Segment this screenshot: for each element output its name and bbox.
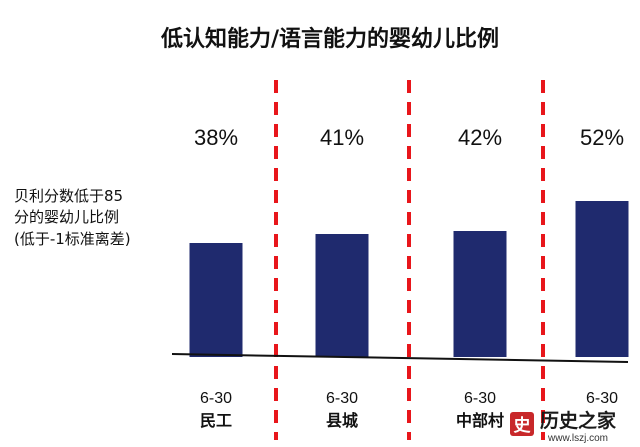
x-tick-label: 6-30	[464, 390, 496, 407]
watermark-text: 历史之家	[540, 409, 617, 432]
watermark-logo: 史 历史之家 www.lszj.com	[510, 409, 617, 444]
value-labels: 38% 41% 42% 52%	[194, 125, 624, 150]
y-label-line: (低于-1标准离差)	[14, 230, 131, 248]
watermark-seal-char: 史	[514, 415, 532, 436]
watermark-seal	[510, 412, 534, 436]
x-tick-label: 县城	[326, 411, 358, 430]
bars	[189, 201, 629, 357]
bar	[189, 243, 243, 357]
bar	[453, 231, 507, 357]
bar	[575, 201, 629, 357]
y-axis-label: 贝利分数低于85 分的婴幼儿比例 (低于-1标准离差)	[14, 187, 131, 248]
watermark-url: www.lszj.com	[547, 433, 608, 444]
x-tick-label: 6-30	[200, 390, 232, 407]
data-label: 41%	[320, 125, 364, 150]
x-tick-label: 中部村	[456, 411, 504, 430]
y-label-line: 贝利分数低于85	[14, 187, 123, 205]
category-labels: 6-30 民工 6-30 县城 6-30 中部村 6-30	[200, 390, 618, 430]
bar	[315, 234, 369, 357]
group-separators	[274, 80, 545, 440]
x-tick-label: 民工	[200, 411, 232, 430]
x-tick-label: 6-30	[326, 390, 358, 407]
data-label: 42%	[458, 125, 502, 150]
x-axis-line	[171, 353, 629, 363]
data-label: 52%	[580, 125, 624, 150]
data-label: 38%	[194, 125, 238, 150]
x-tick-label: 6-30	[586, 390, 618, 407]
chart-title: 低认知能力/语言能力的婴幼儿比例	[160, 26, 499, 52]
y-label-line: 分的婴幼儿比例	[14, 208, 119, 226]
